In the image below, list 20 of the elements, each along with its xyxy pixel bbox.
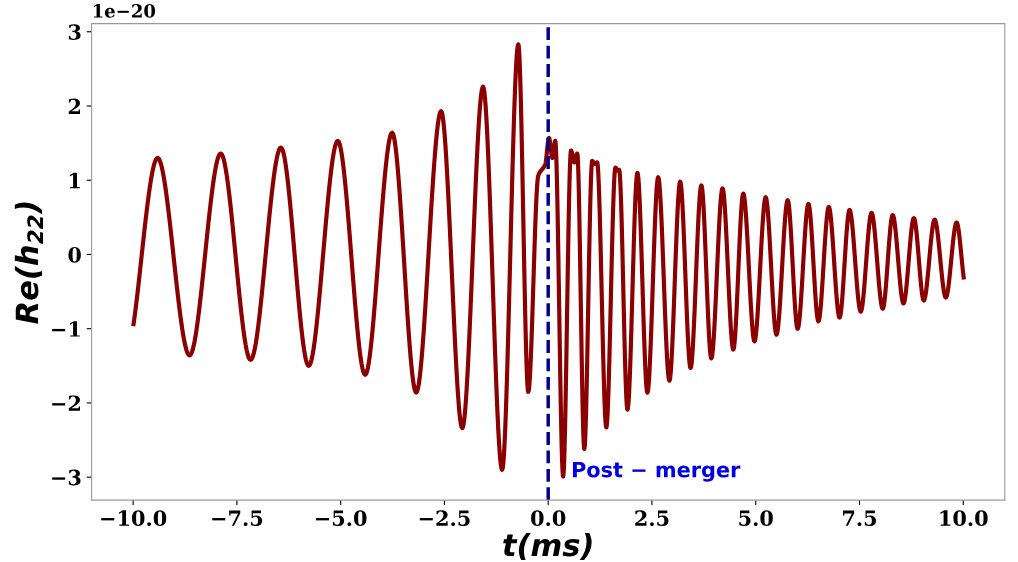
y-tick-label: −3 (52, 469, 81, 486)
x-axis-title: t(ms) (503, 532, 592, 561)
ref-line-label: Post − merger (572, 461, 741, 482)
y-tick-label: −1 (52, 321, 80, 337)
x-tick-label: 2.5 (635, 510, 669, 527)
x-tick-label: −5.0 (316, 510, 367, 527)
x-tick-label: −7.5 (212, 510, 263, 527)
y-tick-label: 0 (68, 246, 81, 263)
y-tick-label: 1 (69, 172, 80, 189)
x-tick-label: −10.0 (101, 510, 167, 527)
x-tick-label: −2.5 (419, 510, 470, 527)
text: 1e−20 (93, 4, 156, 18)
y-tick-label: 3 (68, 24, 81, 40)
y-axis-title: Re(h$_{22}$) (14, 202, 44, 324)
x-tick-label: 5.0 (739, 510, 773, 527)
x-tick-label: 10.0 (940, 510, 988, 527)
x-tick-label: 7.5 (843, 510, 877, 527)
y-tick-label: 2 (68, 98, 81, 114)
x-tick-label: 0.0 (531, 510, 566, 527)
y-tick-label: −2 (52, 395, 81, 411)
